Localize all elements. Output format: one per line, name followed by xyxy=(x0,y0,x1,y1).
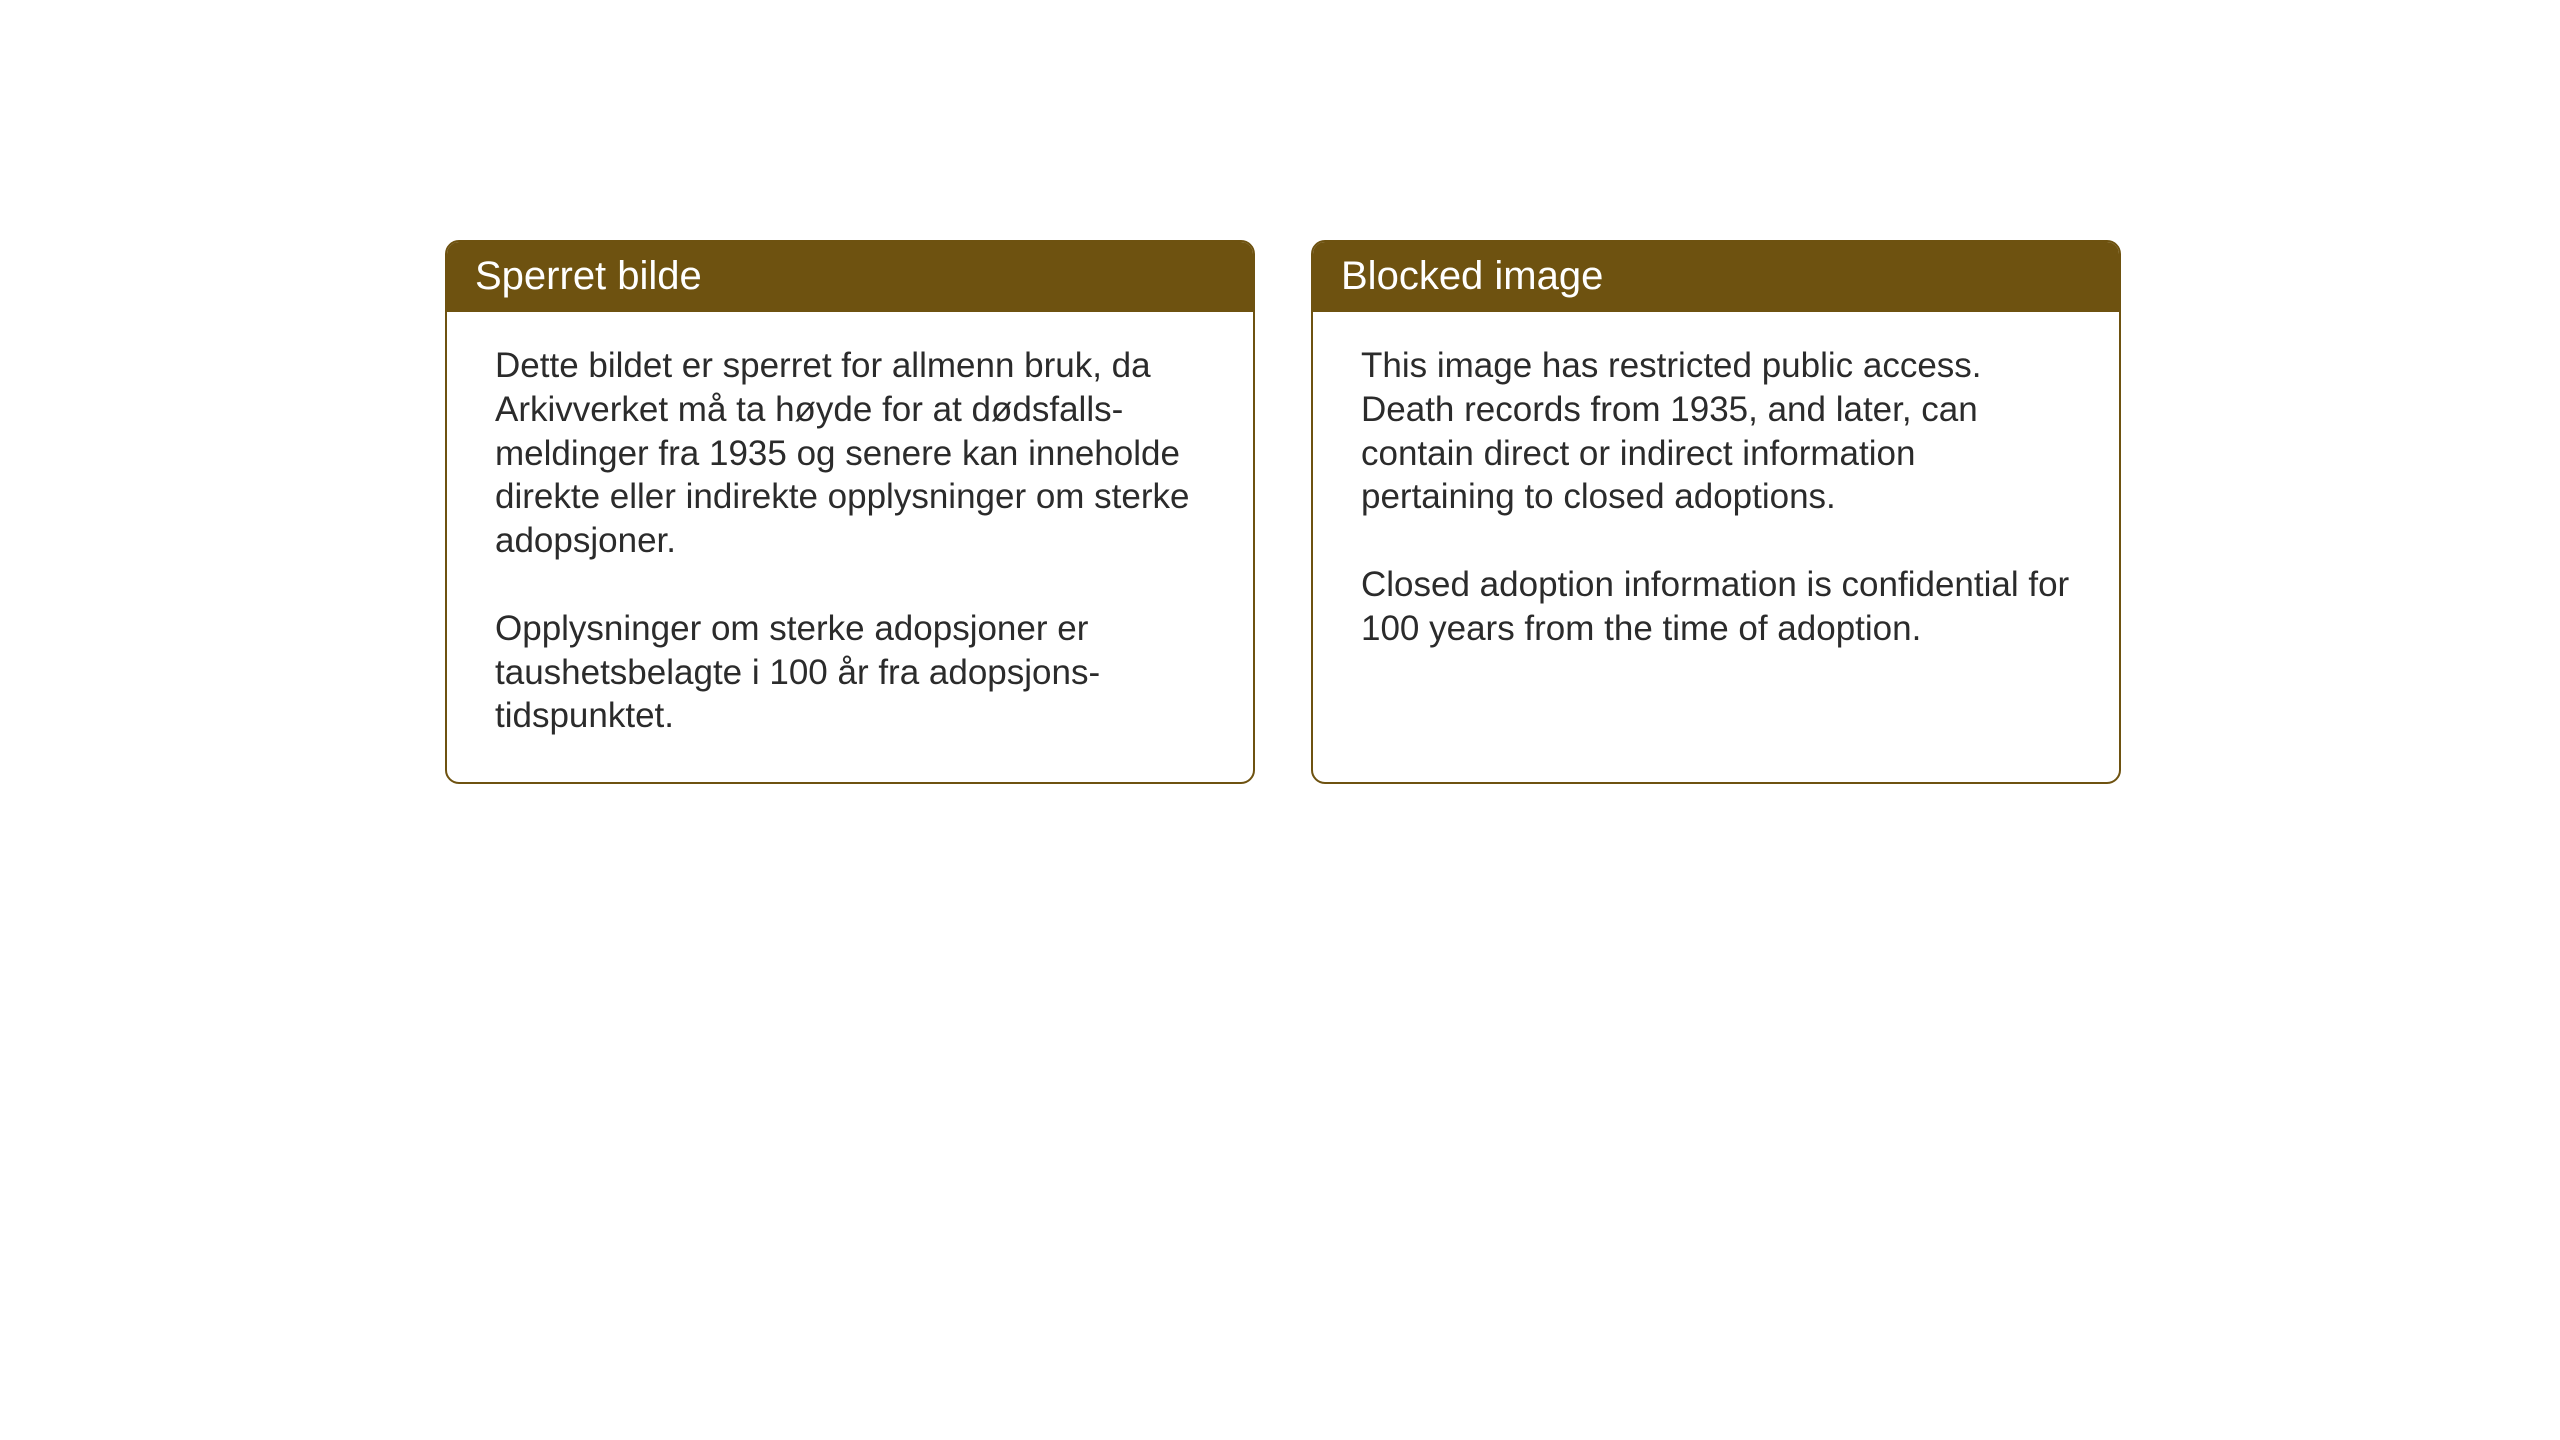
notice-body-english: This image has restricted public access.… xyxy=(1313,312,2119,695)
notice-header-norwegian: Sperret bilde xyxy=(447,242,1253,312)
notice-paragraph-2-norwegian: Opplysninger om sterke adopsjoner er tau… xyxy=(495,607,1205,738)
notice-box-norwegian: Sperret bilde Dette bildet er sperret fo… xyxy=(445,240,1255,784)
notice-box-english: Blocked image This image has restricted … xyxy=(1311,240,2121,784)
notice-header-english: Blocked image xyxy=(1313,242,2119,312)
notice-body-norwegian: Dette bildet er sperret for allmenn bruk… xyxy=(447,312,1253,782)
notice-paragraph-2-english: Closed adoption information is confident… xyxy=(1361,563,2071,651)
notice-paragraph-1-norwegian: Dette bildet er sperret for allmenn bruk… xyxy=(495,344,1205,563)
notice-paragraph-1-english: This image has restricted public access.… xyxy=(1361,344,2071,519)
notice-container: Sperret bilde Dette bildet er sperret fo… xyxy=(445,240,2121,784)
